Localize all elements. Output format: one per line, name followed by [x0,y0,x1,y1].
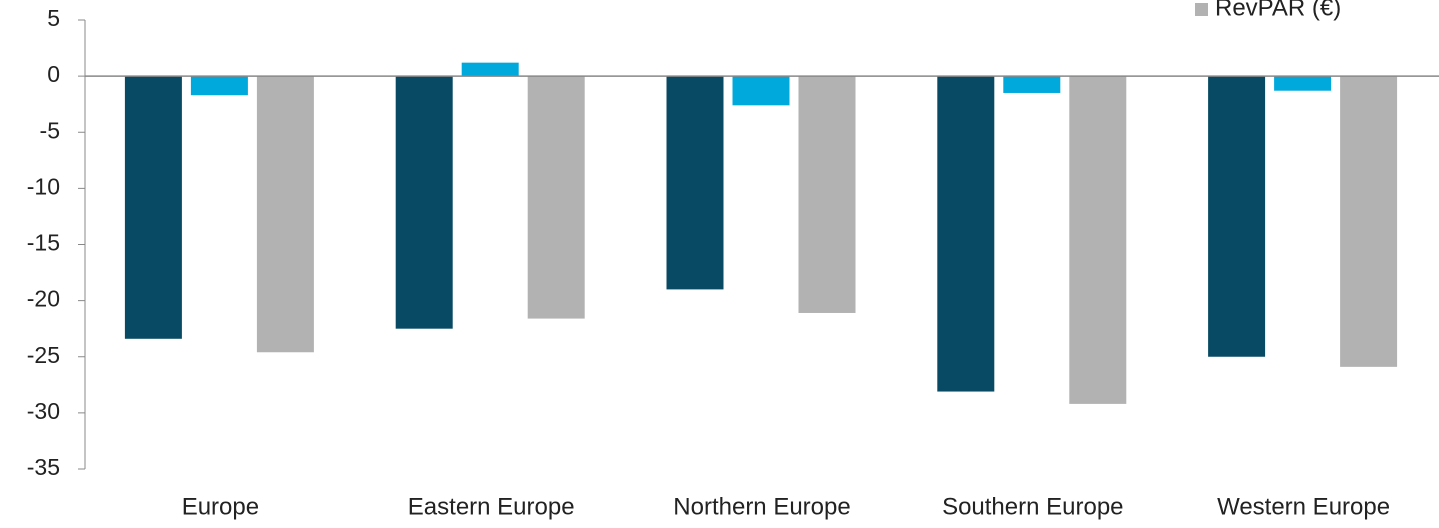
bar [732,76,790,106]
x-tick-label: Northern Europe [673,493,850,520]
y-tick-label: 5 [47,5,60,31]
bar [256,76,314,353]
bar [461,62,519,77]
y-tick-label: -5 [40,117,60,143]
x-tick-label: Southern Europe [942,493,1123,520]
legend-label: RevPAR (€) [1215,0,1341,21]
y-tick-label: 0 [47,61,60,87]
y-tick-label: -35 [27,454,60,480]
y-tick-label: -10 [27,173,60,199]
bar [666,76,724,290]
legend-swatch [1195,3,1208,16]
bar [1340,76,1398,367]
bar [1069,76,1127,404]
y-tick-label: -30 [27,398,60,424]
x-tick-label: Europe [182,493,259,520]
y-tick-label: -15 [27,230,60,256]
bar [395,76,453,329]
bar [1274,76,1332,91]
x-tick-label: Western Europe [1217,493,1390,520]
bar [937,76,995,392]
bar [527,76,585,319]
bar [1003,76,1061,93]
bar [124,76,182,339]
bar [798,76,856,313]
y-tick-label: -25 [27,342,60,368]
x-tick-label: Eastern Europe [408,493,575,520]
bar [1208,76,1266,357]
bar [190,76,248,96]
y-tick-label: -20 [27,286,60,312]
